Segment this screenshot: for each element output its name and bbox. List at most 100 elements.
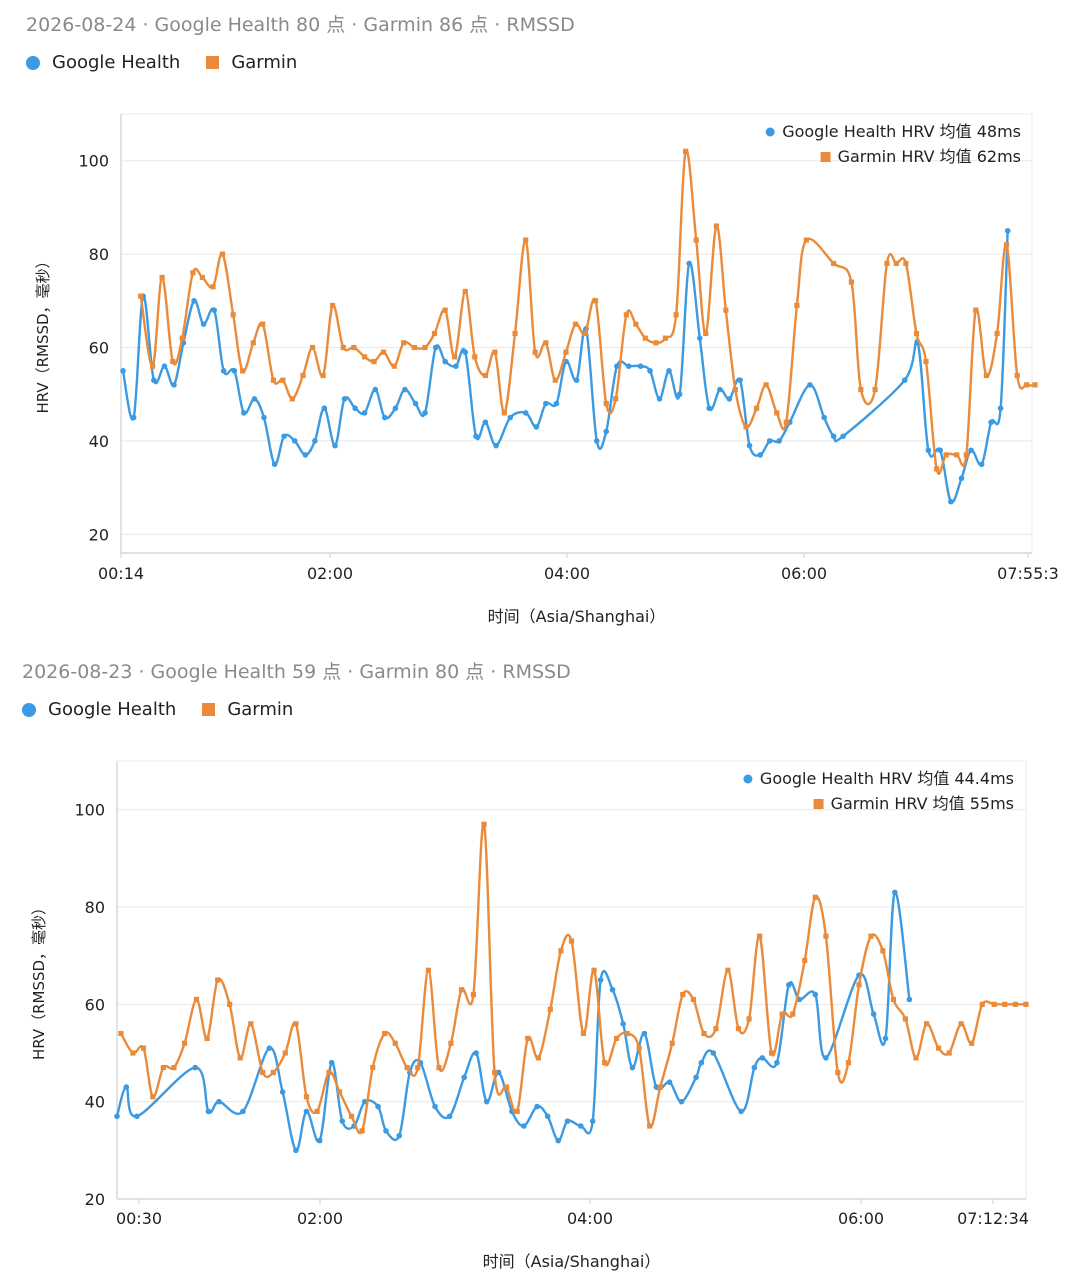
garmin-data-point: [215, 977, 221, 983]
google-health-data-point: [647, 368, 653, 374]
garmin-data-point: [633, 321, 639, 327]
x-tick-label: 06:00: [838, 1209, 884, 1228]
google-health-data-point: [321, 405, 328, 412]
garmin-data-point: [160, 1065, 166, 1071]
garmin-data-point: [425, 967, 431, 973]
google-health-data-point: [534, 1103, 540, 1110]
google-health-data-point: [352, 405, 358, 412]
google-health-data-point: [522, 410, 529, 416]
hrv-line-chart-2: 20 40 60 80 100 00:30 02:00 04:00 06:00 07:12:34 时…: [30, 760, 1029, 1271]
garmin-data-point: [150, 1094, 156, 1100]
garmin-data-point: [1012, 1001, 1018, 1007]
google-health-data-point: [555, 1137, 562, 1144]
google-health-data-point: [696, 335, 703, 341]
google-health-data-point: [261, 414, 267, 421]
x-tick-label: 00:14: [98, 564, 144, 583]
garmin-data-point: [623, 312, 629, 318]
x-tick-label: 07:55:3: [997, 564, 1059, 583]
garmin-data-point: [392, 1040, 398, 1046]
google-health-data-point: [520, 1123, 527, 1129]
garmin-data-point: [662, 335, 669, 341]
garmin-data-point: [582, 330, 588, 337]
garmin-data-point: [248, 1021, 254, 1027]
x-tick-label: 02:00: [307, 564, 353, 583]
legend-garmin-label: Garmin: [231, 52, 298, 73]
garmin-data-point: [270, 377, 277, 383]
google-health-data-point: [738, 1108, 744, 1115]
google-health-data-point: [216, 1098, 222, 1105]
google-health-data-point: [402, 386, 408, 393]
garmin-data-point: [723, 307, 729, 313]
google-health-data-point: [266, 1045, 273, 1051]
garmin-data-point: [532, 349, 538, 355]
legend-item-garmin[interactable]: Garmin: [206, 52, 297, 73]
google-health-data-point: [786, 982, 792, 988]
google-health-data-point: [151, 377, 157, 384]
garmin-data-point: [481, 821, 487, 827]
y-axis-title: HRV（RMSSD，毫秒）: [34, 253, 52, 413]
garmin-data-point: [150, 363, 156, 369]
google-health-data-point: [988, 419, 994, 426]
garmin-data-point: [613, 396, 619, 402]
garmin-data-point: [303, 1094, 310, 1100]
garmin-data-point: [812, 894, 818, 900]
google-health-data-point: [251, 396, 258, 402]
x-tick-label: 00:30: [116, 1209, 162, 1228]
garmin-data-point: [462, 288, 468, 295]
garmin-data-point: [492, 349, 498, 355]
google-health-data-point: [978, 461, 985, 468]
garmin-series-line: [119, 822, 1026, 1135]
google-health-data-point: [997, 405, 1004, 412]
garmin-data-point: [725, 967, 731, 973]
google-health-data-point: [678, 1098, 685, 1105]
garmin-data-point: [442, 307, 448, 313]
legend-item-google[interactable]: Google Health: [22, 699, 176, 720]
garmin-data-point: [482, 372, 489, 379]
garmin-data-point: [924, 1021, 930, 1027]
garmin-data-point: [523, 237, 529, 243]
garmin-data-point: [472, 354, 478, 360]
google-health-data-point: [906, 996, 913, 1003]
legend-google-label: Google Health: [52, 52, 181, 73]
garmin-data-point: [790, 1011, 796, 1017]
x-tick-label: 06:00: [781, 564, 827, 583]
garmin-data-point: [512, 330, 518, 337]
google-health-data-point: [637, 363, 644, 369]
google-health-data-point: [396, 1132, 403, 1139]
google-health-data-point: [241, 410, 247, 416]
google-health-data-point: [192, 1064, 198, 1071]
garmin-data-point: [935, 1045, 942, 1051]
google-health-data-point: [372, 386, 379, 393]
garmin-data-point: [270, 1069, 276, 1076]
google-health-data-point: [925, 447, 932, 454]
garmin-data-point: [436, 1065, 442, 1071]
legend-item-google[interactable]: Google Health: [26, 52, 180, 73]
google-health-data-point: [603, 428, 610, 435]
garmin-data-point: [227, 1001, 233, 1007]
garmin-data-point: [309, 344, 316, 351]
garmin-data-point: [568, 938, 575, 944]
garmin-data-point: [543, 340, 549, 346]
garmin-data-point: [280, 377, 286, 383]
garmin-data-point: [452, 354, 458, 360]
garmin-data-point: [890, 996, 897, 1003]
google-health-data-point: [130, 414, 137, 421]
google-health-data-point: [493, 442, 499, 449]
garmin-data-point: [868, 933, 874, 939]
x-tick-label: 02:00: [297, 1209, 343, 1228]
garmin-data-point: [624, 1030, 630, 1037]
garmin-data-point: [563, 349, 569, 355]
garmin-data-point: [858, 386, 864, 393]
google-health-data-point: [589, 1118, 596, 1124]
garmin-data-point: [783, 419, 789, 425]
legend-item-garmin[interactable]: Garmin: [202, 699, 293, 720]
garmin-data-point: [913, 330, 920, 337]
garmin-data-point: [411, 344, 417, 351]
garmin-data-point: [193, 996, 200, 1003]
garmin-data-point: [535, 1055, 541, 1061]
garmin-data-point: [380, 349, 387, 355]
inner-legend-garmin-square-icon: [813, 799, 824, 809]
garmin-data-point: [130, 1050, 136, 1056]
garmin-data-point: [669, 1040, 675, 1046]
x-tick-label: 04:00: [544, 564, 590, 583]
